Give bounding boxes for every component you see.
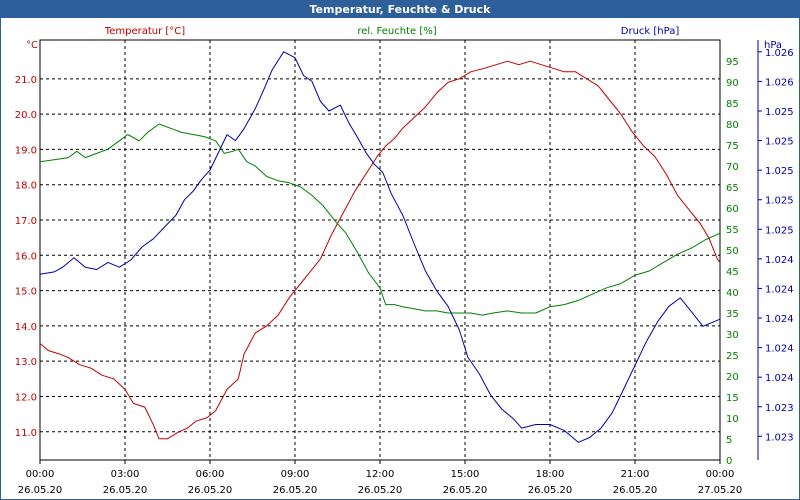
humidity-tick-label: 45: [726, 267, 739, 278]
temperature-line: [39, 60, 721, 440]
grid-layer: [39, 40, 762, 464]
x-tick-date-label: 26.05.20: [18, 485, 63, 496]
humidity-tick-label: 10: [726, 414, 739, 425]
x-tick-time-label: 00:00: [706, 469, 735, 480]
temperature-tick-label: 15.0: [15, 287, 37, 298]
x-tick-date-label: 26.05.20: [528, 485, 573, 496]
x-tick-date-label: 26.05.20: [613, 485, 658, 496]
temperature-tick-label: 11.0: [15, 428, 37, 439]
humidity-tick-label: 90: [726, 78, 739, 89]
pressure-tick-label: 1.025: [765, 137, 794, 148]
chart-title: Temperatur, Feuchte & Druck: [1, 1, 799, 18]
humidity-tick-label: 0: [726, 456, 732, 467]
x-tick-date-label: 26.05.20: [443, 485, 488, 496]
temperature-axis-title: Temperatur [°C]: [104, 26, 185, 37]
x-tick-time-label: 15:00: [451, 469, 480, 480]
x-tick-time-label: 06:00: [196, 469, 225, 480]
pressure-tick-label: 1.025: [765, 225, 794, 236]
humidity-tick-label: 60: [726, 204, 739, 215]
x-tick-date-label: 26.05.20: [273, 485, 318, 496]
humidity-tick-label: 35: [726, 309, 739, 320]
temperature-unit-label: °C: [26, 40, 38, 51]
humidity-tick-label: 15: [726, 393, 739, 404]
x-tick-time-label: 09:00: [281, 469, 310, 480]
pressure-tick-label: 1.023: [765, 403, 794, 414]
humidity-tick-label: 50: [726, 246, 739, 257]
humidity-tick-label: 85: [726, 99, 739, 110]
pressure-line: [39, 51, 721, 443]
temperature-tick-label: 17.0: [15, 216, 37, 227]
x-tick-date-label: 27.05.20: [698, 485, 743, 496]
humidity-line: [39, 123, 721, 316]
pressure-tick-label: 1.026: [765, 77, 794, 88]
humidity-tick-label: 95: [726, 57, 739, 68]
humidity-tick-label: 40: [726, 288, 739, 299]
humidity-tick-label: 75: [726, 141, 739, 152]
plot-area-border: [39, 39, 721, 461]
pressure-tick-label: 1.025: [765, 107, 794, 118]
pressure-tick-label: 1.024: [765, 373, 794, 384]
temperature-tick-label: 18.0: [15, 181, 37, 192]
temperature-tick-label: 20.0: [15, 110, 37, 121]
pressure-tick-label: 1.024: [765, 255, 794, 266]
humidity-axis-title: rel. Feuchte [%]: [357, 26, 436, 37]
humidity-tick-label: 20: [726, 372, 739, 383]
x-tick-date-label: 26.05.20: [103, 485, 148, 496]
temperature-tick-label: 12.0: [15, 392, 37, 403]
pressure-tick-label: 1.025: [765, 166, 794, 177]
x-tick-time-label: 00:00: [26, 469, 55, 480]
x-tick-date-label: 26.05.20: [358, 485, 403, 496]
x-tick-time-label: 12:00: [366, 469, 395, 480]
humidity-tick-label: 25: [726, 351, 739, 362]
x-tick-time-label: 03:00: [111, 469, 140, 480]
temperature-tick-label: 13.0: [15, 357, 37, 368]
series-layer: [39, 51, 721, 443]
humidity-tick-label: 5: [726, 435, 732, 446]
temperature-tick-label: 16.0: [15, 251, 37, 262]
temperature-tick-label: 19.0: [15, 145, 37, 156]
x-tick-time-label: 21:00: [621, 469, 650, 480]
temperature-tick-label: 21.0: [15, 75, 37, 86]
pressure-tick-label: 1.025: [765, 196, 794, 207]
pressure-tick-label: 1.023: [765, 432, 794, 443]
pressure-tick-label: 1.024: [765, 344, 794, 355]
humidity-tick-label: 70: [726, 162, 739, 173]
x-tick-date-label: 26.05.20: [188, 485, 233, 496]
temperature-tick-label: 14.0: [15, 322, 37, 333]
pressure-unit-label: hPa: [764, 40, 782, 51]
x-tick-time-label: 18:00: [536, 469, 565, 480]
humidity-tick-label: 80: [726, 120, 739, 131]
pressure-tick-label: 1.024: [765, 314, 794, 325]
humidity-tick-label: 55: [726, 225, 739, 236]
humidity-tick-label: 65: [726, 183, 739, 194]
labels-layer: 00:00 26.05.20 03:00 26.05.20 06:00 26.05.20 0…: [15, 48, 794, 496]
pressure-tick-label: 1.026: [765, 48, 794, 59]
humidity-tick-label: 30: [726, 330, 739, 341]
pressure-axis-title: Druck [hPa]: [621, 26, 680, 37]
pressure-tick-label: 1.024: [765, 284, 794, 295]
